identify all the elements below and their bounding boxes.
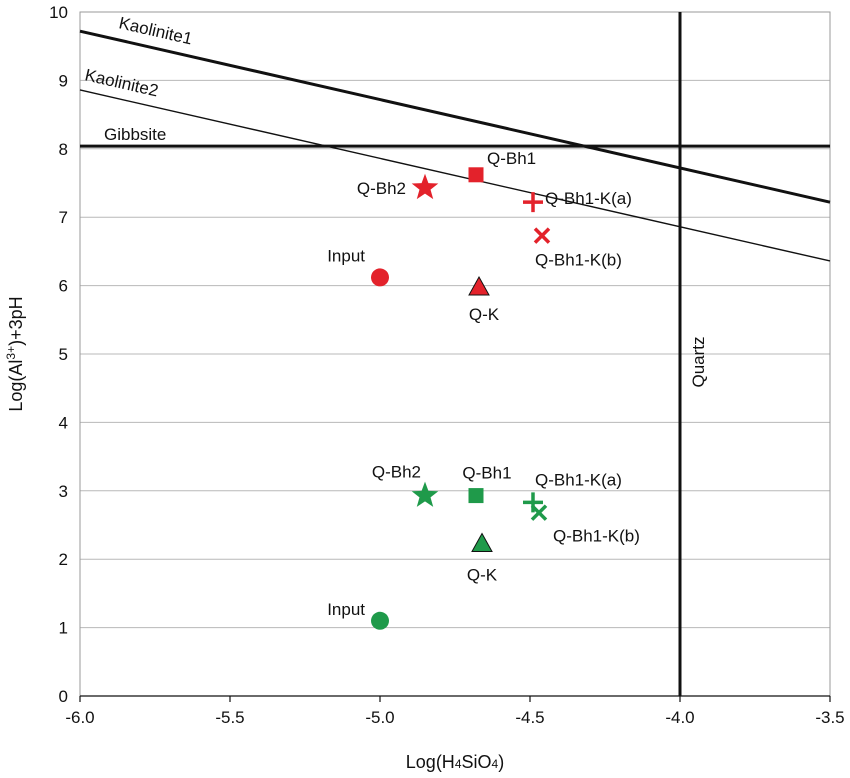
x-tick-label: -4.5 [515, 708, 544, 727]
x-tick-label: -5.5 [215, 708, 244, 727]
x-axis-label: Log(H4SiO4) [406, 752, 504, 772]
point-labels: Q-Bh2 Q-Bh1 Q-Bh1-K(a) Q-Bh1-K(b) Input Q-K Q-… [327, 149, 640, 619]
x-tick-label: -6.0 [65, 708, 94, 727]
x-tick-label: -5.0 [365, 708, 394, 727]
y-tick-label: 0 [59, 687, 68, 706]
point-label: Q-Bh1 [462, 464, 511, 483]
kaolinite2-label: Kaolinite2 [83, 65, 160, 100]
data-points [371, 167, 551, 630]
point-label: Q-Bh1-K(b) [553, 527, 640, 546]
grid-lines [80, 11, 830, 629]
x-tick-label: -4.0 [665, 708, 694, 727]
y-tick-label: 8 [59, 140, 68, 159]
quartz-label: Quartz [689, 336, 708, 387]
point-label: Q-Bh2 [357, 179, 406, 198]
axes: -6.0 -5.5 -5.0 -4.5 -4.0 -3.5 0 1 2 3 4 5 6 7 8 9 10 [49, 3, 845, 727]
y-axis-label: Log(Al3+)+3pH [4, 296, 26, 411]
y-tick-label: 6 [59, 277, 68, 296]
red-input-circle-marker [371, 268, 389, 287]
y-tick-label: 3 [59, 482, 68, 501]
y-tick-label: 4 [59, 413, 68, 432]
y-tick-label: 10 [49, 3, 68, 22]
red-q-bh1-square-marker [468, 167, 484, 183]
red-q-bh2-star-marker [411, 173, 439, 200]
green-q-bh1-square-marker [468, 488, 484, 504]
line-kaolinite1 [79, 29, 831, 204]
point-label: Q-Bh1-K(a) [545, 189, 632, 208]
y-tick-label: 9 [59, 71, 68, 90]
point-label: Q-K [467, 565, 498, 584]
point-label: Q-K [469, 305, 500, 324]
gibbsite-label: Gibbsite [104, 125, 166, 144]
point-label: Q-Bh1-K(a) [535, 470, 622, 489]
point-label: Input [327, 600, 365, 619]
y-tick-label: 1 [59, 619, 68, 638]
point-label: Input [327, 246, 365, 265]
red-q-k-triangle-marker [468, 275, 490, 296]
y-tick-label: 2 [59, 550, 68, 569]
y-tick-label: 5 [59, 345, 68, 364]
green-q-bh2-star-marker [411, 481, 439, 507]
point-label: Q-Bh1-K(b) [535, 251, 622, 270]
y-tick-label: 7 [59, 208, 68, 227]
x-tick-label: -3.5 [815, 708, 844, 727]
green-input-circle-marker [371, 611, 389, 630]
red-q-bh1-k-a-plus-marker [523, 192, 543, 213]
green-q-k-triangle-marker [471, 532, 493, 552]
point-label: Q-Bh1 [487, 149, 536, 168]
red-q-bh1-k-b-x-marker [533, 227, 551, 244]
point-label: Q-Bh2 [372, 463, 421, 482]
green-q-bh1-k-b-x-marker [530, 504, 548, 521]
line-kaolinite2 [79, 89, 831, 262]
